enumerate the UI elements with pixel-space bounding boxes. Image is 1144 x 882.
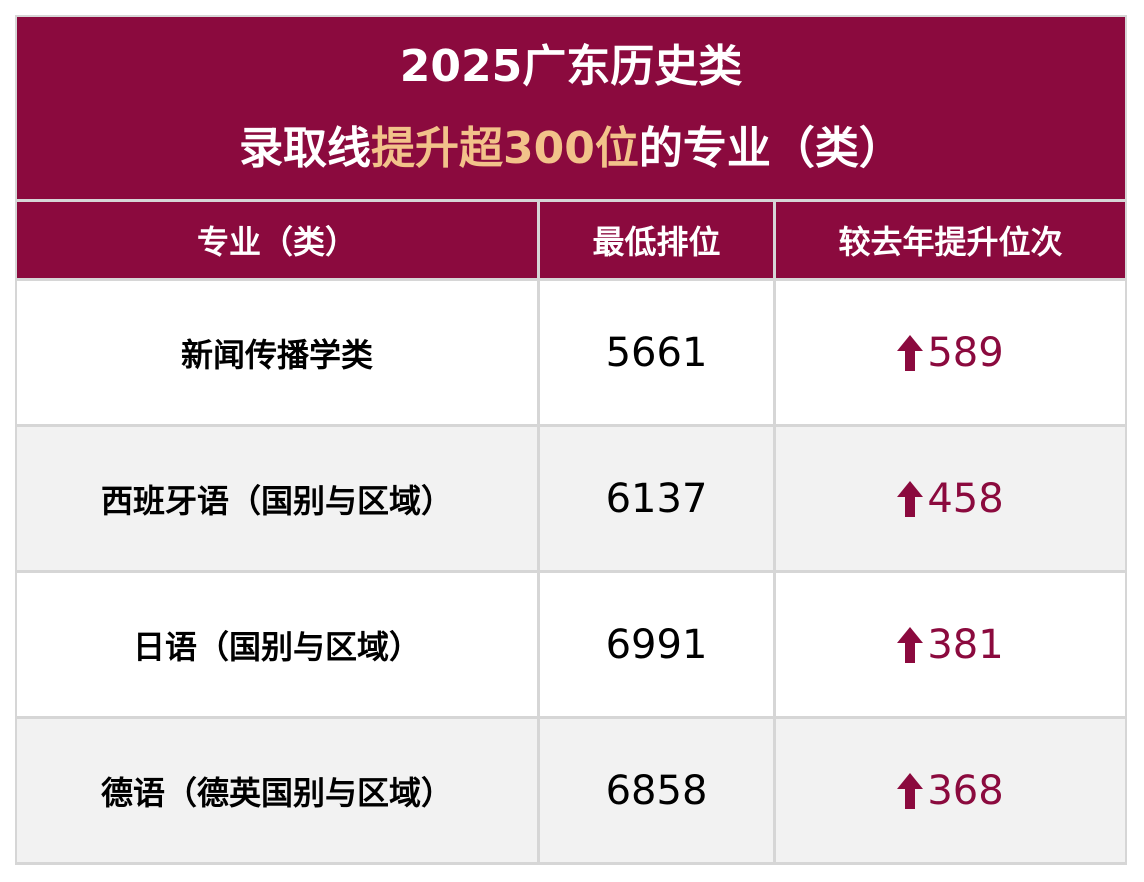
title-line: 2025广东历史类 [399,41,743,92]
up-arrow [897,772,924,809]
rank-improvement: 368 [776,719,1125,862]
improvement-value: 589 [927,329,1004,376]
up-arrow [897,626,924,663]
title: 2025广东历史类 录取线提升超300位的专业（类） [17,17,1125,199]
rank-improvement: 458 [776,427,1125,570]
title-highlight: 提升超300位 [371,123,639,174]
min-rank: 6858 [540,719,773,862]
major-name: 西班牙语（国别与区域） [17,427,537,570]
rank-improvement: 589 [776,281,1125,424]
column-header: 最低排位 [540,202,773,278]
major-name: 德语（德英国别与区域） [17,719,537,862]
improvement-value: 368 [927,767,1004,814]
table: 2025广东历史类 录取线提升超300位的专业（类） 专业（类） 最低排位 较去… [15,15,1127,865]
column-header: 较去年提升位次 [776,202,1125,278]
min-rank: 5661 [540,281,773,424]
up-arrow [897,334,924,371]
improvement-value: 458 [927,475,1004,522]
improvement-value: 381 [927,621,1004,668]
min-rank: 6991 [540,573,773,716]
title-part: 的专业（类） [638,123,903,174]
column-header: 专业（类） [17,202,537,278]
min-rank: 6137 [540,427,773,570]
title-line: 录取线提升超300位的专业（类） [239,108,903,190]
title-part: 录取线 [239,123,372,174]
major-name: 日语（国别与区域） [17,573,537,716]
up-arrow [897,480,924,517]
major-name: 新闻传播学类 [17,281,537,424]
rank-improvement: 381 [776,573,1125,716]
